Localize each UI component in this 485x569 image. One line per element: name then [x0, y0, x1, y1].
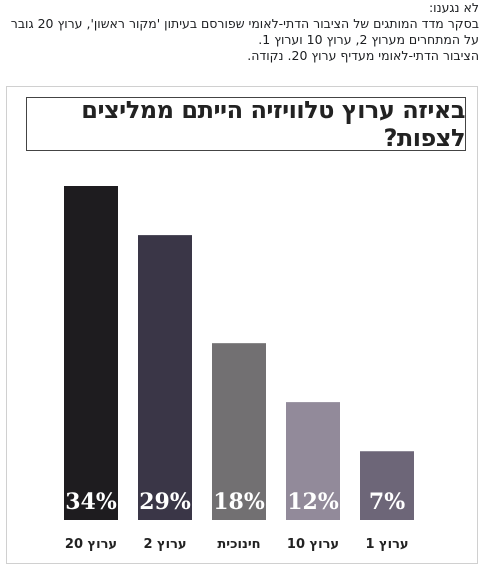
post-line: על המתחרים מערוץ 2, ערוץ 10 וערוץ 1.: [258, 32, 479, 47]
category-label: ערוץ 10: [287, 537, 339, 552]
bar: [138, 235, 192, 520]
bar-value-label: 12%: [287, 489, 339, 515]
bar: [212, 343, 266, 520]
bar: [286, 402, 340, 520]
post-line: הציבור הדתי-לאומי מעדיף ערוץ 20. נקודה.: [247, 48, 479, 63]
bar-value-label: 18%: [213, 489, 265, 515]
category-label: ערוץ 1: [365, 537, 408, 552]
post-text: לא נגענו: בסקר מדד המותגים של הציבור הדת…: [6, 0, 479, 64]
post-line: בסקר מדד המותגים של הציבור הדתי-לאומי שפ…: [10, 16, 479, 31]
post-line: לא נגענו:: [428, 0, 479, 15]
bar: [64, 186, 118, 520]
bar-value-label: 34%: [65, 489, 117, 515]
bar-value-label: 29%: [139, 489, 191, 515]
category-label: ערוץ 20: [65, 537, 117, 552]
category-label: ערוץ 2: [143, 537, 186, 552]
bar: [360, 451, 414, 520]
bar-value-label: 7%: [369, 489, 405, 515]
chart-title-box: באיזה ערוץ טלוויזיה הייתם ממליצים לצפות?: [26, 96, 466, 152]
chart-title: באיזה ערוץ טלוויזיה הייתם ממליצים לצפות?: [81, 96, 465, 152]
category-label: חינוכית: [217, 537, 260, 552]
